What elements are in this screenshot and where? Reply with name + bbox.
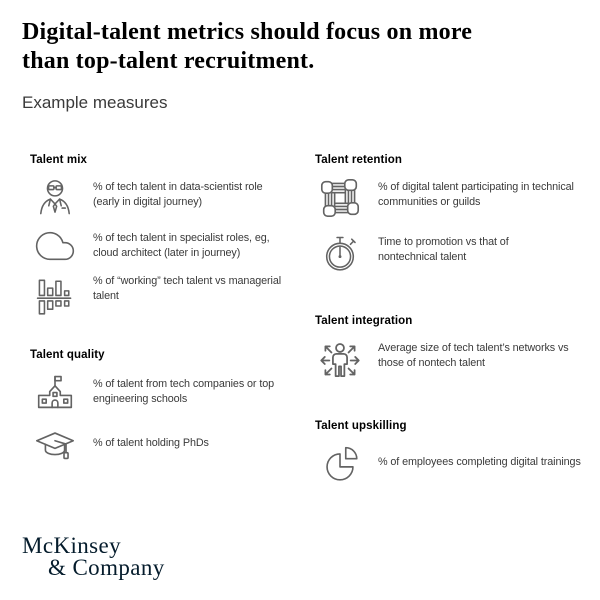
list-item: % of “working” tech talent vs managerial… xyxy=(30,271,302,319)
list-item: Average size of tech talent’s networks v… xyxy=(315,336,593,386)
graduation-cap-icon xyxy=(30,421,80,471)
list-item: % of employees completing digital traini… xyxy=(315,441,593,487)
data-scientist-icon xyxy=(30,175,80,221)
measure-text: % of talent from tech companies or top e… xyxy=(93,378,275,405)
mckinsey-logo: McKinsey & Company xyxy=(22,533,165,580)
pie-chart-icon xyxy=(315,441,365,487)
section-heading: Talent mix xyxy=(30,154,88,166)
section-heading: Talent integration xyxy=(315,315,413,327)
logo-line-1: McKinsey xyxy=(22,533,122,558)
list-item: % of digital talent participating in tec… xyxy=(315,175,593,221)
page-subtitle: Example measures xyxy=(22,93,168,112)
section-talent-mix: Talent mix % of tech talent in data-scie… xyxy=(30,154,302,324)
stopwatch-icon xyxy=(315,226,365,278)
logo-line-2: & Company xyxy=(48,555,165,580)
list-item: % of tech talent in data-scientist role … xyxy=(30,175,302,221)
cloud-icon xyxy=(30,226,80,266)
section-talent-integration: Talent integration Average size of tech … xyxy=(315,315,593,391)
measure-text: % of “working” tech talent vs managerial… xyxy=(93,275,282,302)
list-item: % of tech talent in specialist roles, eg… xyxy=(30,226,302,266)
section-heading: Talent quality xyxy=(30,349,105,361)
section-talent-retention: Talent retention xyxy=(315,154,593,283)
list-item: Time to promotion vs that of nontechnica… xyxy=(315,226,593,278)
measure-text: % of digital talent participating in tec… xyxy=(378,181,574,208)
measure-text: % of employees completing digital traini… xyxy=(378,456,581,468)
school-icon xyxy=(30,370,80,416)
section-talent-upskilling: Talent upskilling % of employees complet… xyxy=(315,420,593,492)
measure-text: % of tech talent in data-scientist role … xyxy=(93,181,263,208)
section-heading: Talent upskilling xyxy=(315,420,407,432)
bar-chart-icon xyxy=(30,271,80,319)
section-talent-quality: Talent quality % of talent from tech com… xyxy=(30,349,302,476)
network-person-icon xyxy=(315,336,365,386)
measure-text: Average size of tech talent’s networks v… xyxy=(378,342,569,369)
measure-text: Time to promotion vs that of nontechnica… xyxy=(378,236,509,263)
list-item: % of talent holding PhDs xyxy=(30,421,302,471)
measure-text: % of tech talent in specialist roles, eg… xyxy=(93,232,270,259)
hands-together-icon xyxy=(315,175,365,221)
list-item: % of talent from tech companies or top e… xyxy=(30,370,302,416)
page-title: Digital-talent metrics should focus on m… xyxy=(22,19,473,74)
measure-text: % of talent holding PhDs xyxy=(93,437,209,449)
section-heading: Talent retention xyxy=(315,154,403,166)
